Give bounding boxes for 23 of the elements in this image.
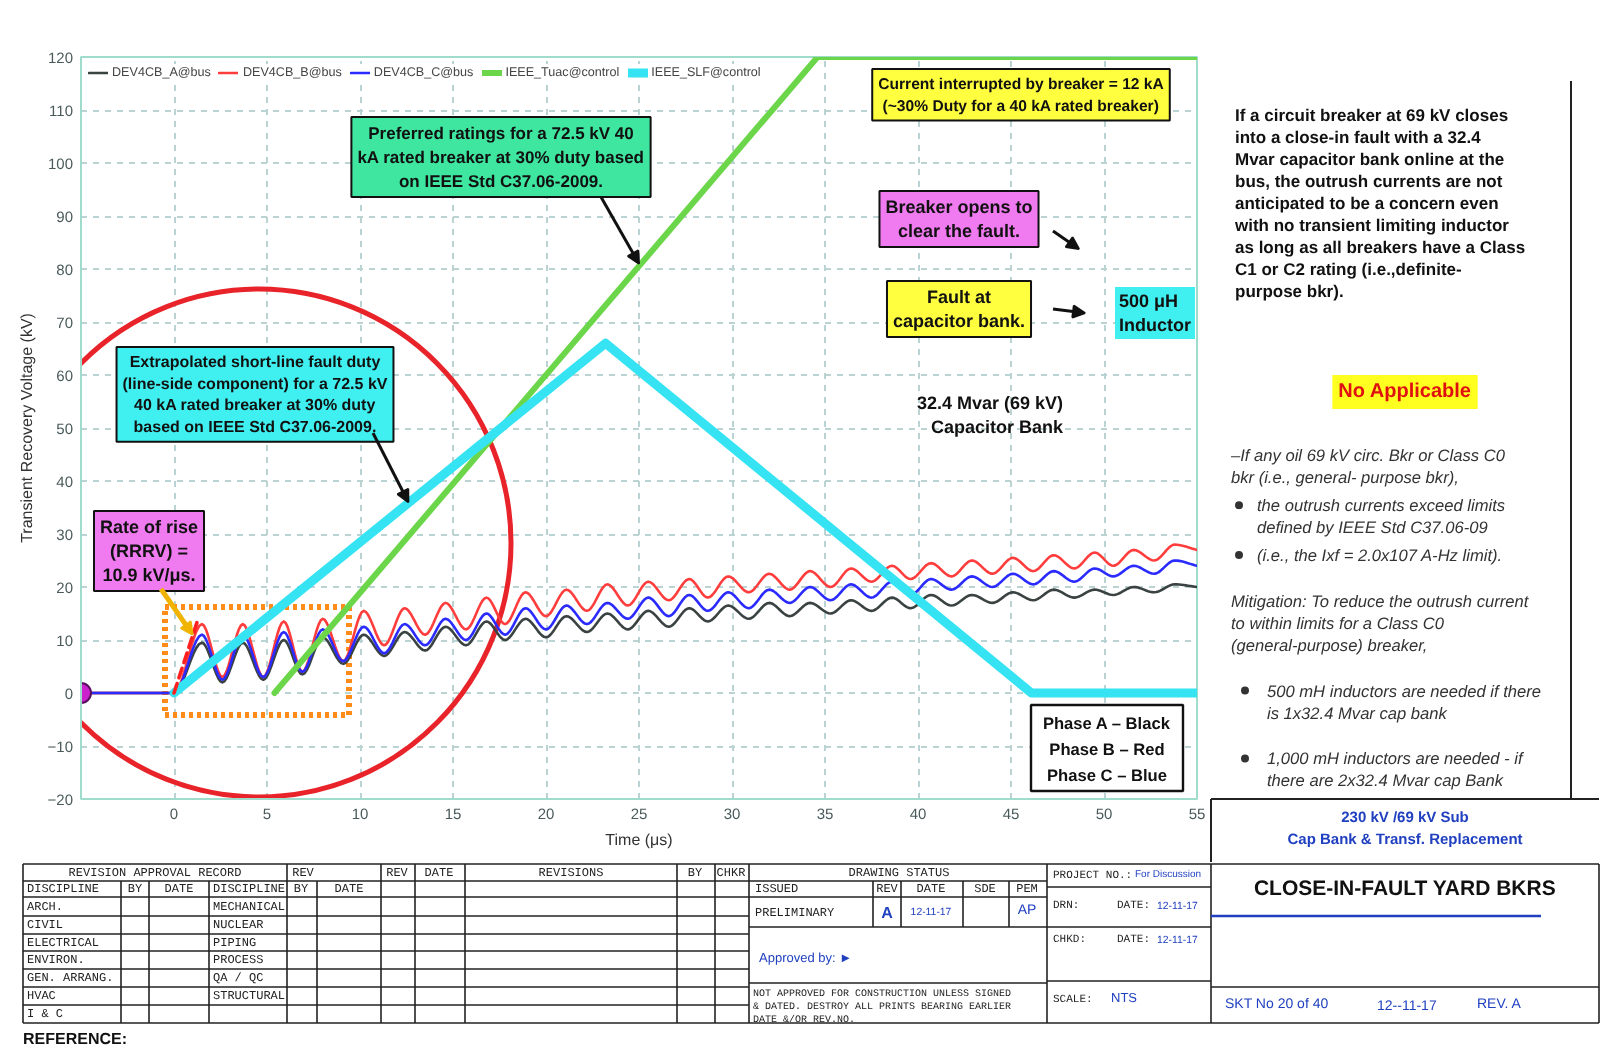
annotation: Rate of rise (RRRV) = 10.9 kV/μs. [99,517,199,585]
text: 1,000 mH inductors are needed - if there are 2x32.4 Mvar cap Bank [1267,748,1526,791]
annotation: Phase B – Red [1049,739,1165,759]
annotation: 32.4 Mvar (69 kV) Capacitor Bank [916,393,1065,437]
text: REFERENCE: [23,1030,128,1048]
annotation: Extrapolated short-line fault duty (line-side component) for a 72.5 kV 40 kA rated breaker at 30% duty based on IEEE Std C37.06-2009. [122,353,389,436]
annotation: Fault at capacitor bank. [892,287,1026,331]
text: the outrush currents exceed limits defined by IEEE Std C37.06-09 [1257,495,1506,538]
text: If a circuit breaker at 69 kV closes into a close-in fault with a 32.4 Mvar capacitor bank online at the bus, the outrush currents are not anticipated to be a concern even with no transient limiting inductor as long as all breakers have a Class C1 or C2 rating (i.e.,definite- purpose bkr). [1235,105,1526,301]
annotation: Phase A – Black [1042,713,1171,733]
text: 500 mH inductors are needed if there is 1x32.4 Mvar cap bank [1267,680,1542,723]
text: Mitigation: To reduce the outrush current to within limits for a Class C0 (general-purpose) breaker, [1231,590,1530,655]
text: (i.e., the Ixf = 2.0x107 A-Hz limit). [1257,545,1503,566]
text: A [881,904,894,922]
annotation: Preferred ratings for a 72.5 kV 40 kA rated breaker at 30% duty based on IEEE Std C37.06-2009. [357,123,645,191]
annotation: Phase C – Blue [1047,765,1168,785]
x-axis-title: Time (μs) [605,831,674,849]
text: CLOSE-IN-FAULT YARD BKRS [1253,877,1556,901]
y-axis-title: Transient Recovery Voltage (kV) [17,312,36,543]
annotation: Breaker opens to clear the fault. [885,197,1034,241]
text: No Applicable [1338,380,1472,403]
text: –If any oil 69 kV circ. Bkr or Class C0 bkr (i.e., general- purpose bkr), [1229,445,1506,488]
annotation: 500 μH Inductor [1119,291,1192,335]
